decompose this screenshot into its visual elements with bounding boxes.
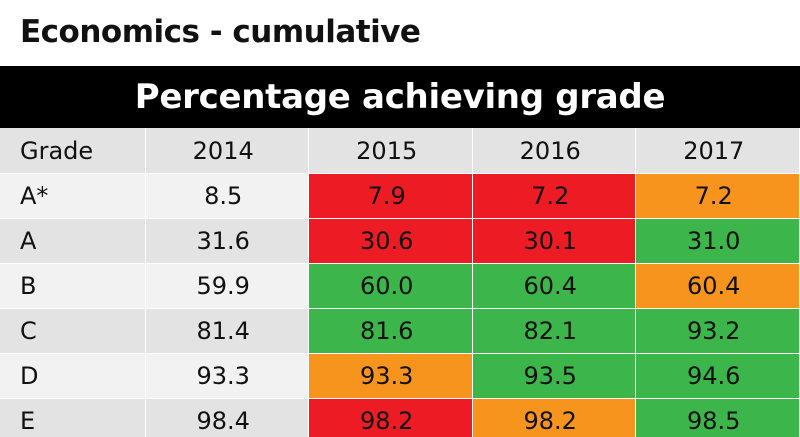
table-header-row: Grade 2014 2015 2016 2017 <box>0 128 800 174</box>
table-banner: Percentage achieving grade <box>0 66 800 128</box>
table-row: D 93.3 93.3 93.5 94.6 <box>0 353 800 399</box>
column-header-grade: Grade <box>0 128 146 174</box>
value-cell: 93.3 <box>308 353 473 399</box>
value-cell: 7.2 <box>472 173 637 219</box>
value-cell: 30.6 <box>308 218 473 264</box>
column-header-2014: 2014 <box>145 128 310 174</box>
column-header-2015: 2015 <box>308 128 473 174</box>
value-cell: 82.1 <box>472 308 637 354</box>
table-row: B 59.9 60.0 60.4 60.4 <box>0 263 800 309</box>
value-cell: 94.6 <box>635 353 800 399</box>
value-cell: 81.4 <box>145 308 310 354</box>
value-cell: 30.1 <box>472 218 637 264</box>
value-cell: 98.5 <box>635 398 800 437</box>
table-row: A 31.6 30.6 30.1 31.0 <box>0 218 800 264</box>
table-row: A* 8.5 7.9 7.2 7.2 <box>0 173 800 219</box>
grade-label: E <box>0 398 146 437</box>
table-row: C 81.4 81.6 82.1 93.2 <box>0 308 800 354</box>
value-cell: 93.5 <box>472 353 637 399</box>
column-header-2017: 2017 <box>635 128 800 174</box>
grade-label: B <box>0 263 146 309</box>
grade-label: A* <box>0 173 146 219</box>
grade-table: Grade 2014 2015 2016 2017 A* 8.5 7.9 7.2… <box>0 128 800 437</box>
value-cell: 98.4 <box>145 398 310 437</box>
value-cell: 60.0 <box>308 263 473 309</box>
value-cell: 7.2 <box>635 173 800 219</box>
value-cell: 59.9 <box>145 263 310 309</box>
value-cell: 7.9 <box>308 173 473 219</box>
value-cell: 98.2 <box>472 398 637 437</box>
grade-label: D <box>0 353 146 399</box>
value-cell: 60.4 <box>635 263 800 309</box>
value-cell: 31.0 <box>635 218 800 264</box>
value-cell: 93.3 <box>145 353 310 399</box>
value-cell: 31.6 <box>145 218 310 264</box>
value-cell: 93.2 <box>635 308 800 354</box>
grade-label: C <box>0 308 146 354</box>
value-cell: 81.6 <box>308 308 473 354</box>
grade-label: A <box>0 218 146 264</box>
column-header-2016: 2016 <box>472 128 637 174</box>
value-cell: 98.2 <box>308 398 473 437</box>
table-row: E 98.4 98.2 98.2 98.5 <box>0 398 800 437</box>
value-cell: 8.5 <box>145 173 310 219</box>
page-title: Economics - cumulative <box>20 14 421 50</box>
value-cell: 60.4 <box>472 263 637 309</box>
